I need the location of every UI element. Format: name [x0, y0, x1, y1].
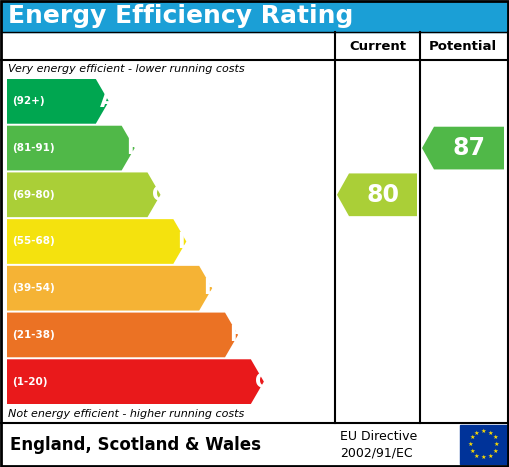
Text: F: F: [229, 325, 243, 345]
Polygon shape: [7, 266, 212, 311]
Text: (69-80): (69-80): [12, 190, 54, 200]
Text: (81-91): (81-91): [12, 143, 54, 153]
Text: (1-20): (1-20): [12, 377, 47, 387]
Text: ★: ★: [492, 449, 498, 453]
Text: England, Scotland & Wales: England, Scotland & Wales: [10, 436, 261, 454]
Polygon shape: [7, 359, 264, 404]
Text: Current: Current: [350, 40, 407, 52]
Text: B: B: [126, 138, 142, 158]
Text: (55-68): (55-68): [12, 236, 55, 247]
Text: G: G: [255, 372, 272, 392]
Text: Energy Efficiency Rating: Energy Efficiency Rating: [8, 4, 353, 28]
Text: ★: ★: [469, 449, 475, 453]
Bar: [1, 423, 508, 466]
Polygon shape: [7, 126, 135, 170]
Text: E: E: [203, 278, 217, 298]
Bar: [1, 32, 508, 423]
Polygon shape: [7, 312, 238, 357]
Polygon shape: [7, 219, 186, 264]
Bar: [460, 425, 507, 464]
Text: (21-38): (21-38): [12, 330, 55, 340]
Text: ★: ★: [467, 442, 473, 447]
Text: ★: ★: [487, 431, 493, 436]
Text: 80: 80: [366, 183, 400, 207]
Text: D: D: [177, 232, 194, 252]
Text: ★: ★: [480, 455, 486, 460]
Text: EU Directive: EU Directive: [340, 431, 417, 444]
Text: ★: ★: [494, 442, 499, 447]
Polygon shape: [337, 173, 417, 216]
Polygon shape: [422, 127, 504, 170]
Text: Potential: Potential: [429, 40, 497, 52]
Text: ★: ★: [480, 429, 486, 434]
Text: ★: ★: [474, 431, 479, 436]
Text: C: C: [152, 185, 167, 205]
Bar: [1, 1, 508, 32]
Text: ★: ★: [487, 453, 493, 459]
Text: (39-54): (39-54): [12, 283, 55, 293]
Text: 87: 87: [453, 136, 486, 160]
Text: A: A: [100, 92, 116, 111]
Polygon shape: [7, 79, 109, 124]
Text: Not energy efficient - higher running costs: Not energy efficient - higher running co…: [8, 409, 244, 419]
Text: ★: ★: [469, 435, 475, 440]
Text: (92+): (92+): [12, 96, 45, 106]
Text: Very energy efficient - lower running costs: Very energy efficient - lower running co…: [8, 64, 245, 74]
Text: ★: ★: [474, 453, 479, 459]
Text: ★: ★: [492, 435, 498, 440]
Text: 2002/91/EC: 2002/91/EC: [340, 446, 413, 460]
Polygon shape: [7, 172, 160, 217]
